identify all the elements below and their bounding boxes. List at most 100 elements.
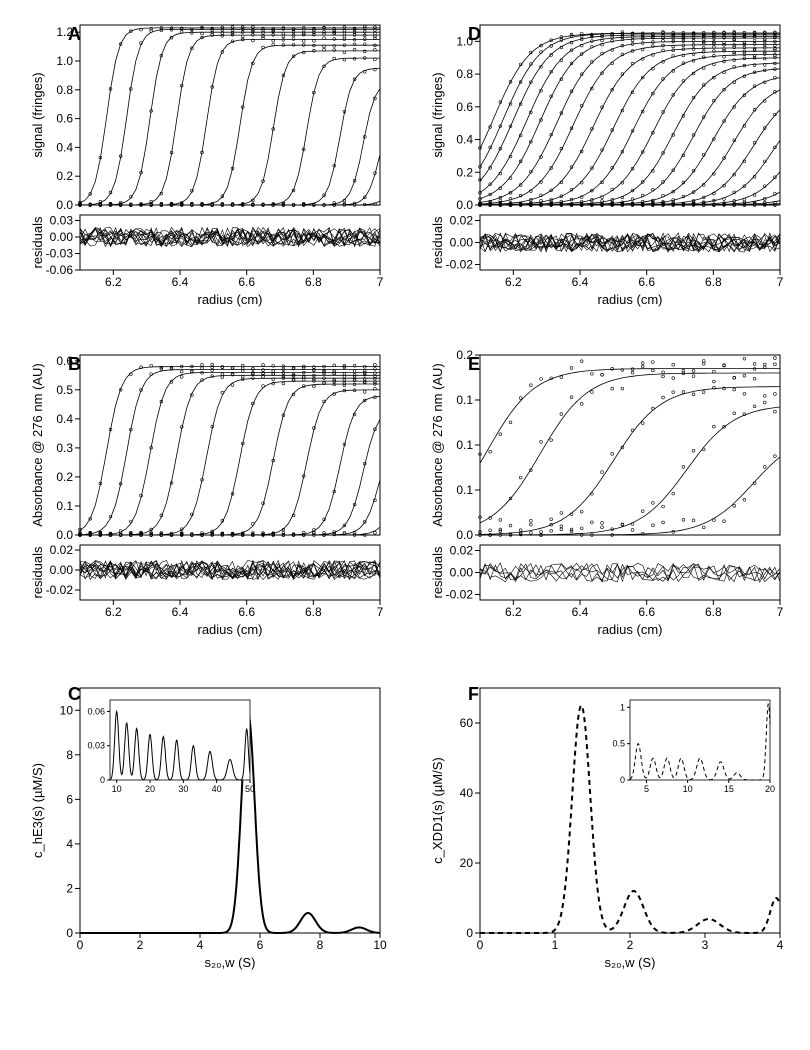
svg-text:0.8: 0.8 (56, 83, 73, 97)
svg-text:6.6: 6.6 (638, 275, 655, 289)
svg-text:7: 7 (777, 275, 784, 289)
panel-label-E: E (468, 354, 480, 375)
svg-text:6.8: 6.8 (305, 275, 322, 289)
svg-text:15: 15 (724, 784, 734, 794)
svg-text:0.00: 0.00 (50, 563, 74, 577)
svg-text:Absorbance @ 276 nm (AU): Absorbance @ 276 nm (AU) (30, 363, 45, 527)
svg-text:0: 0 (66, 926, 73, 940)
svg-text:0.5: 0.5 (56, 383, 73, 397)
svg-text:6.8: 6.8 (305, 605, 322, 619)
svg-text:0.02: 0.02 (50, 543, 74, 557)
svg-text:-0.02: -0.02 (46, 583, 74, 597)
svg-text:0.00: 0.00 (450, 236, 474, 250)
svg-text:0.2: 0.2 (56, 169, 73, 183)
svg-text:signal (fringes): signal (fringes) (430, 72, 445, 157)
svg-text:0.03: 0.03 (87, 741, 105, 751)
panel-C: C 02468100246810s₂₀,ᴡ (S)c_hE3(s) (µM/S)… (20, 680, 390, 980)
svg-text:4: 4 (66, 837, 73, 851)
panel-label-F: F (468, 684, 479, 705)
svg-text:7: 7 (377, 605, 384, 619)
svg-text:signal (fringes): signal (fringes) (30, 72, 45, 157)
panel-label-A: A (68, 24, 81, 45)
svg-text:-0.03: -0.03 (46, 247, 74, 261)
svg-text:0.5: 0.5 (612, 739, 625, 749)
svg-text:6.2: 6.2 (505, 605, 522, 619)
svg-text:0.8: 0.8 (456, 67, 473, 81)
svg-text:0.1: 0.1 (456, 483, 473, 497)
svg-text:6: 6 (257, 938, 264, 952)
panel-B: B 0.00.10.20.30.40.50.6Absorbance @ 276 … (20, 350, 390, 650)
svg-text:6.8: 6.8 (705, 605, 722, 619)
svg-text:0.2: 0.2 (56, 470, 73, 484)
svg-text:2: 2 (66, 881, 73, 895)
svg-text:0.1: 0.1 (456, 393, 473, 407)
svg-text:6.2: 6.2 (105, 605, 122, 619)
svg-text:0.00: 0.00 (450, 566, 474, 580)
svg-text:residuals: residuals (430, 216, 445, 269)
svg-text:6.4: 6.4 (572, 275, 589, 289)
svg-text:radius (cm): radius (cm) (197, 622, 262, 637)
svg-text:8: 8 (66, 748, 73, 762)
svg-text:radius (cm): radius (cm) (597, 292, 662, 307)
svg-text:0.0: 0.0 (56, 528, 73, 542)
svg-text:0.1: 0.1 (56, 499, 73, 513)
svg-text:10: 10 (683, 784, 693, 794)
svg-text:6.8: 6.8 (705, 275, 722, 289)
svg-text:1: 1 (552, 938, 559, 952)
svg-text:5: 5 (644, 784, 649, 794)
svg-text:0: 0 (466, 926, 473, 940)
svg-text:50: 50 (245, 784, 255, 794)
svg-text:6.2: 6.2 (105, 275, 122, 289)
svg-text:10: 10 (373, 938, 387, 952)
svg-text:4: 4 (197, 938, 204, 952)
svg-text:0.4: 0.4 (56, 412, 73, 426)
svg-text:0.0: 0.0 (56, 198, 73, 212)
svg-text:0.6: 0.6 (56, 112, 73, 126)
svg-text:0.0: 0.0 (456, 198, 473, 212)
panel-A: A 0.00.20.40.60.81.01.2signal (fringes)6… (20, 20, 390, 320)
svg-text:0: 0 (100, 775, 105, 785)
svg-text:0.0: 0.0 (456, 528, 473, 542)
panel-F: F 012340204060s₂₀,ᴡ (S)c_XDD1(s) (µM/S)5… (420, 680, 790, 980)
svg-text:6.4: 6.4 (172, 605, 189, 619)
svg-text:c_XDD1(s) (µM/S): c_XDD1(s) (µM/S) (430, 757, 445, 863)
svg-text:0.03: 0.03 (50, 214, 74, 228)
svg-text:60: 60 (460, 716, 474, 730)
svg-text:c_hE3(s) (µM/S): c_hE3(s) (µM/S) (30, 763, 45, 858)
panel-label-D: D (468, 24, 481, 45)
svg-text:Absorbance @ 276 nm (AU): Absorbance @ 276 nm (AU) (430, 363, 445, 527)
svg-text:0.4: 0.4 (56, 140, 73, 154)
svg-text:0.3: 0.3 (56, 441, 73, 455)
svg-text:10: 10 (60, 703, 74, 717)
panel-label-C: C (68, 684, 81, 705)
svg-text:6.6: 6.6 (238, 605, 255, 619)
svg-text:s₂₀,ᴡ (S): s₂₀,ᴡ (S) (605, 955, 656, 970)
svg-text:6.6: 6.6 (238, 275, 255, 289)
svg-text:6.4: 6.4 (572, 605, 589, 619)
svg-text:0.1: 0.1 (456, 438, 473, 452)
svg-text:2: 2 (627, 938, 634, 952)
panel-E: E 0.00.10.10.10.2Absorbance @ 276 nm (AU… (420, 350, 790, 650)
svg-text:4: 4 (777, 938, 784, 952)
svg-text:2: 2 (137, 938, 144, 952)
svg-text:40: 40 (460, 786, 474, 800)
svg-text:30: 30 (178, 784, 188, 794)
svg-text:-0.02: -0.02 (446, 258, 474, 272)
svg-text:0: 0 (77, 938, 84, 952)
svg-text:radius (cm): radius (cm) (597, 622, 662, 637)
svg-text:0.06: 0.06 (87, 706, 105, 716)
svg-text:0.02: 0.02 (450, 544, 474, 558)
panel-label-B: B (68, 354, 81, 375)
svg-text:20: 20 (460, 856, 474, 870)
svg-text:6.4: 6.4 (172, 275, 189, 289)
svg-text:6: 6 (66, 792, 73, 806)
svg-text:20: 20 (765, 784, 775, 794)
svg-text:6.2: 6.2 (505, 275, 522, 289)
svg-text:-0.02: -0.02 (446, 588, 474, 602)
svg-text:0.4: 0.4 (456, 133, 473, 147)
svg-text:6.6: 6.6 (638, 605, 655, 619)
svg-text:0.00: 0.00 (50, 230, 74, 244)
svg-text:10: 10 (112, 784, 122, 794)
svg-text:residuals: residuals (430, 546, 445, 599)
svg-text:0.2: 0.2 (456, 165, 473, 179)
